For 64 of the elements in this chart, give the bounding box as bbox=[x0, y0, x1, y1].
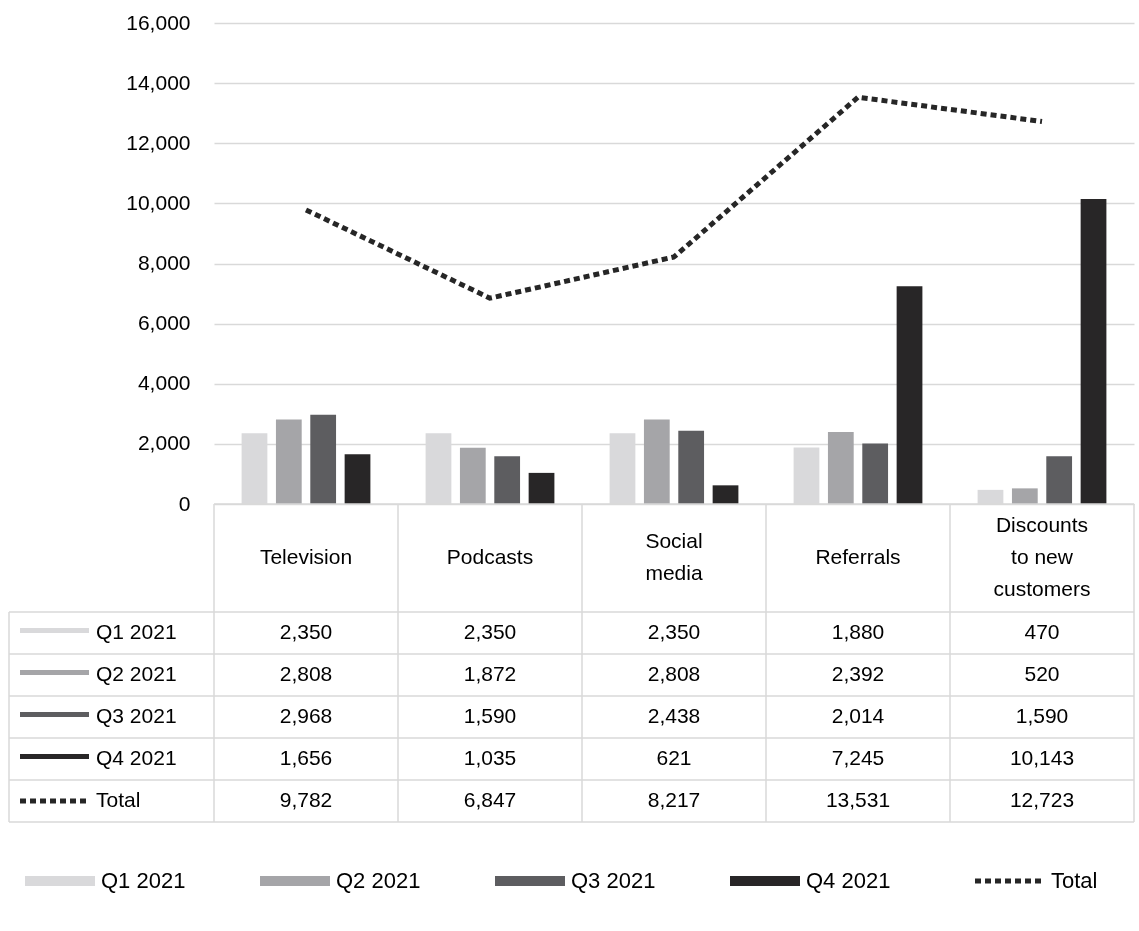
bar bbox=[896, 286, 923, 504]
y-tick-label: 6,000 bbox=[137, 311, 191, 335]
data-label: 1,880 bbox=[831, 620, 885, 643]
y-tick-label: 16,000 bbox=[126, 10, 191, 34]
data-label: 6,847 bbox=[463, 788, 517, 811]
bar bbox=[712, 485, 739, 504]
y-tick-label: 8,000 bbox=[137, 251, 191, 274]
x-tick-label: Social media bbox=[645, 529, 703, 584]
data-label: 1,035 bbox=[463, 746, 517, 769]
data-label: 470 bbox=[1024, 620, 1060, 643]
legend-label: Q1 2021 bbox=[96, 620, 177, 643]
data-label: 2,392 bbox=[831, 662, 885, 685]
data-label: 2,350 bbox=[647, 620, 701, 643]
data-label: 2,350 bbox=[463, 620, 517, 643]
text: Total bbox=[1051, 868, 1098, 893]
legend-label: Q4 2021 bbox=[96, 746, 177, 769]
data-label: 9,782 bbox=[279, 788, 333, 811]
bar bbox=[1046, 456, 1073, 504]
data-label: 520 bbox=[1024, 662, 1060, 685]
y-tick-label: 10,000 bbox=[126, 190, 191, 214]
y-tick-label: 0 bbox=[178, 491, 191, 515]
x-tick-label: Discounts to new customers bbox=[993, 513, 1091, 600]
data-label: 1,656 bbox=[279, 746, 333, 769]
data-label: 12,723 bbox=[1009, 788, 1075, 811]
data-label: 1,590 bbox=[1015, 704, 1069, 727]
y-tick-label: 2,000 bbox=[137, 431, 191, 455]
data-label: 7,245 bbox=[831, 746, 885, 769]
y-tick-label: 4,000 bbox=[137, 371, 191, 395]
data-label: 2,808 bbox=[279, 662, 333, 685]
bar bbox=[643, 419, 670, 504]
bar bbox=[344, 454, 371, 504]
bar bbox=[275, 419, 302, 504]
legend-label: Total bbox=[96, 788, 141, 811]
bar bbox=[1080, 199, 1107, 504]
text: Q3 2021 bbox=[571, 868, 656, 893]
bar bbox=[1011, 488, 1038, 504]
y-tick-label: 12,000 bbox=[126, 130, 191, 154]
y-tick-label: 14,000 bbox=[126, 70, 191, 94]
data-label: 621 bbox=[656, 746, 692, 769]
bar bbox=[494, 456, 521, 504]
data-label: 2,438 bbox=[647, 704, 701, 727]
bar bbox=[310, 414, 337, 504]
data-label: 2,968 bbox=[279, 704, 333, 727]
data-label: 10,143 bbox=[1009, 746, 1075, 769]
x-tick-label: Referrals bbox=[815, 545, 901, 568]
data-label: 1,590 bbox=[463, 704, 517, 727]
text: Q4 2021 bbox=[806, 868, 891, 893]
text: Q1 2021 bbox=[101, 868, 186, 893]
bar bbox=[862, 443, 889, 504]
data-label: 13,531 bbox=[825, 788, 891, 811]
x-tick-label: Television bbox=[259, 545, 353, 568]
legend-label: Q2 2021 bbox=[96, 662, 177, 685]
data-label: 2,808 bbox=[647, 662, 701, 685]
bar bbox=[459, 447, 486, 504]
data-label: 1,872 bbox=[463, 662, 517, 685]
legend-label: Q3 2021 bbox=[96, 704, 177, 727]
bar bbox=[528, 472, 555, 504]
bar bbox=[827, 432, 854, 504]
x-tick-label: Podcasts bbox=[446, 545, 534, 568]
bar bbox=[678, 430, 705, 504]
text: Q2 2021 bbox=[336, 868, 421, 893]
data-label: 2,350 bbox=[279, 620, 333, 643]
data-label: 8,217 bbox=[647, 788, 701, 811]
data-label: 2,014 bbox=[831, 704, 885, 727]
